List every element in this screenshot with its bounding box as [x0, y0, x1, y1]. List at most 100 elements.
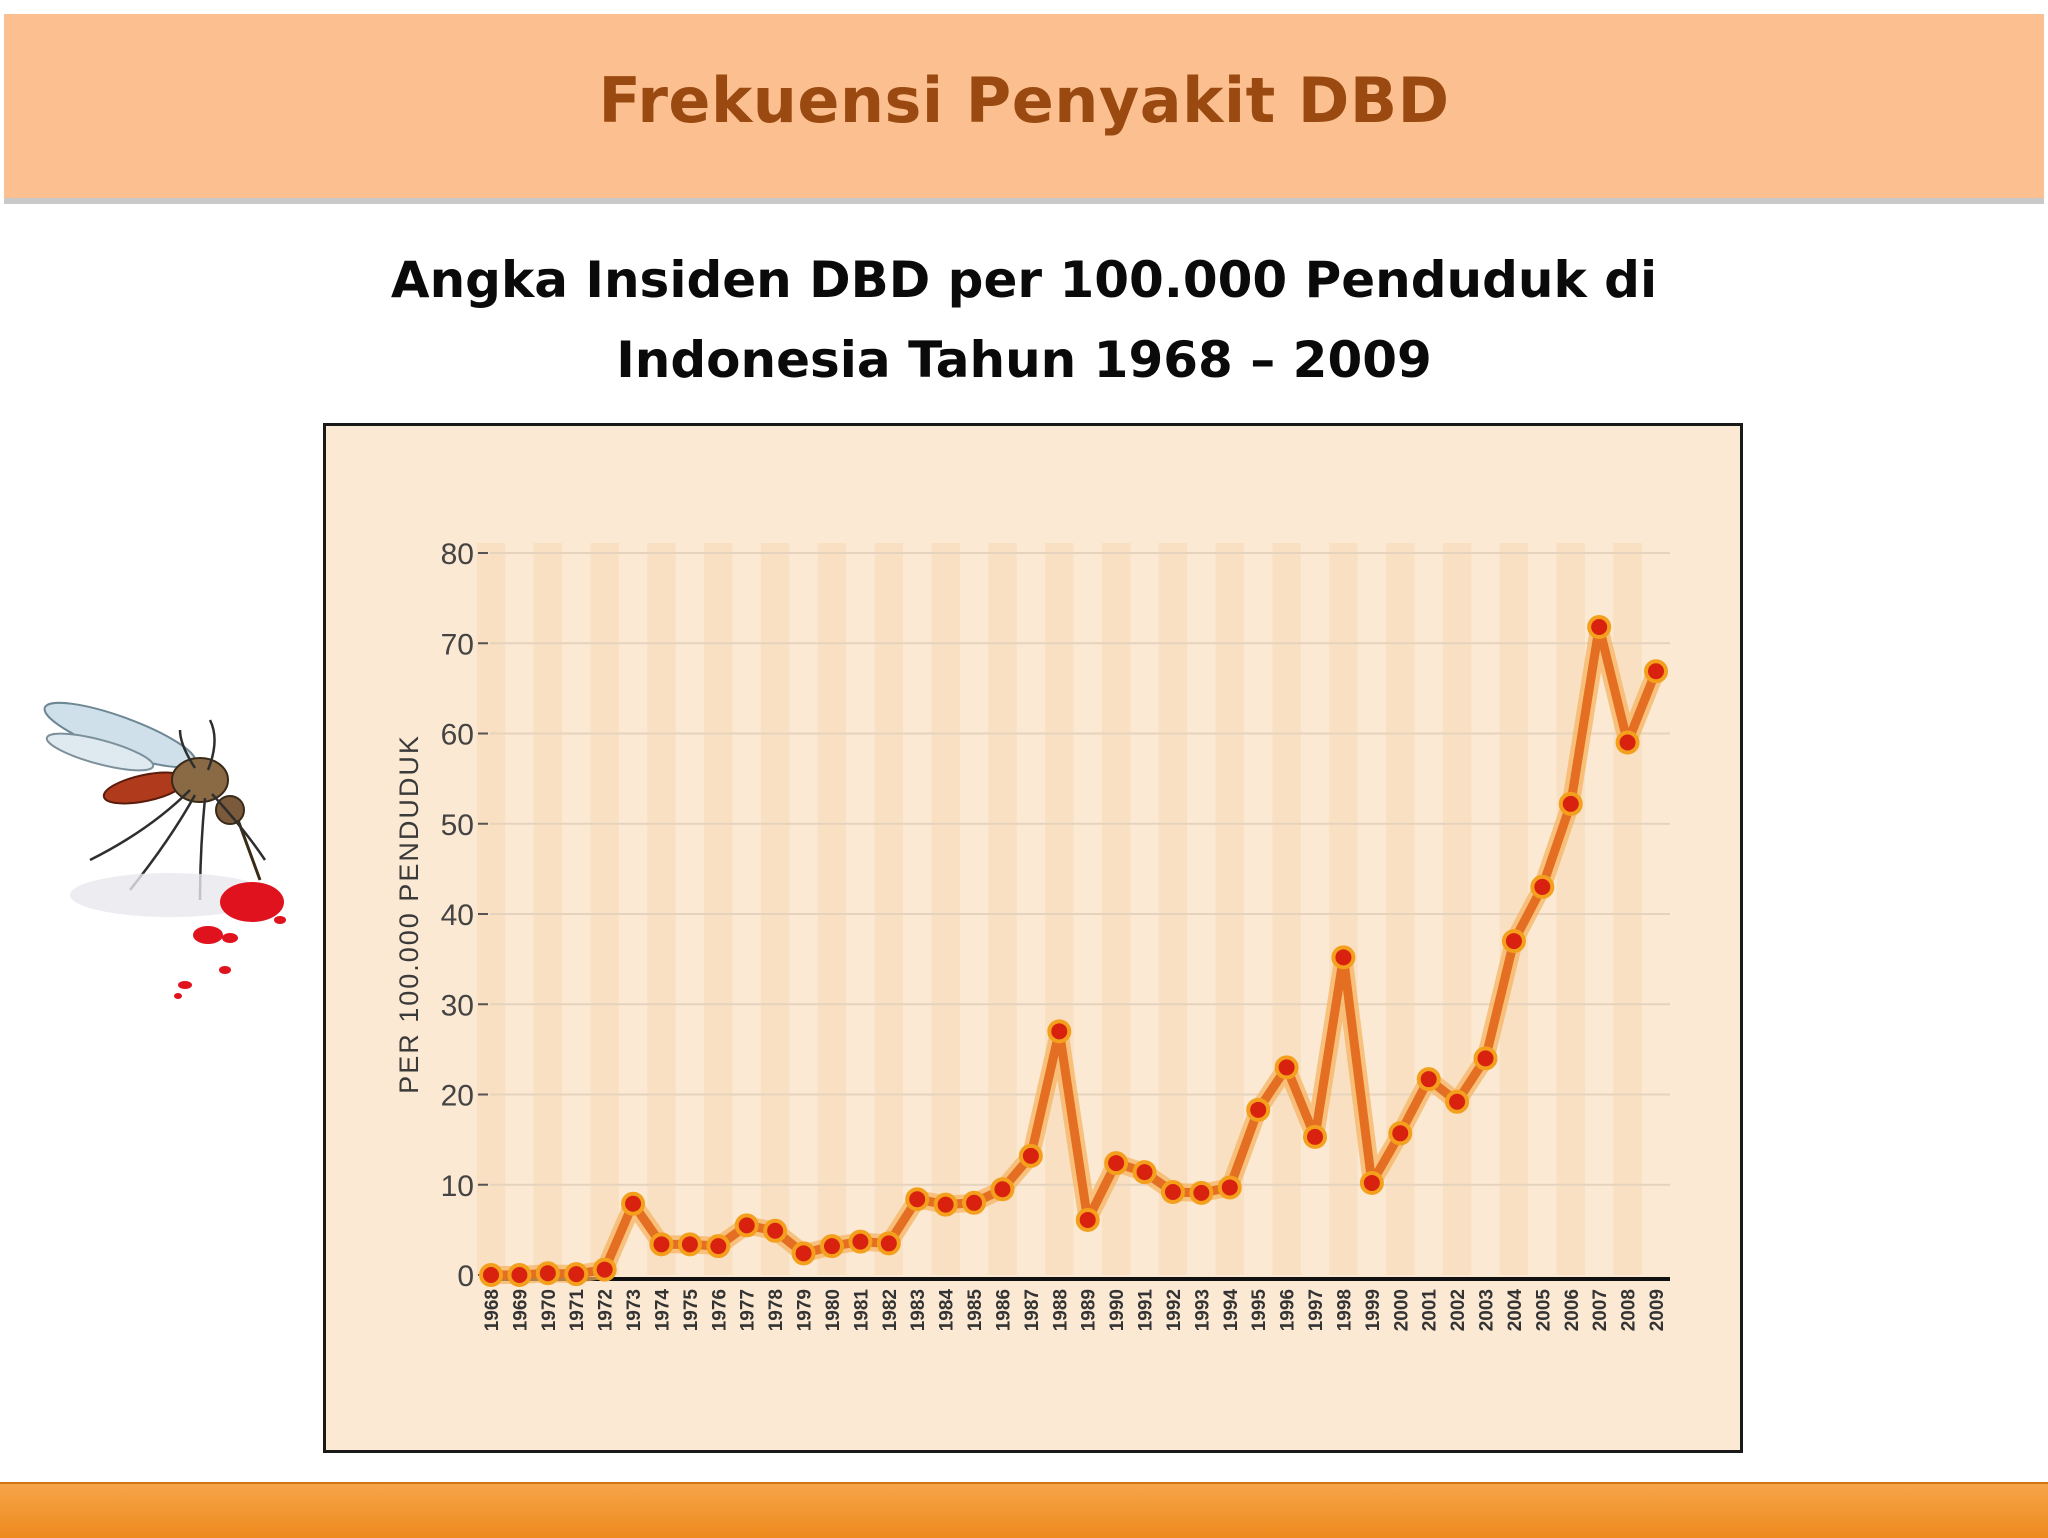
x-tick-label: 1997 [1306, 1289, 1327, 1331]
y-tick-label: 80 [441, 538, 474, 571]
data-point [1217, 1175, 1242, 1200]
data-point [1075, 1207, 1100, 1232]
x-tick-label: 1981 [851, 1289, 872, 1332]
column-stripe [1272, 543, 1301, 1275]
x-tick-label: 1987 [1022, 1289, 1043, 1331]
data-point [1018, 1143, 1043, 1168]
data-point [734, 1213, 759, 1238]
x-tick-label: 1978 [766, 1289, 787, 1331]
column-stripe [988, 543, 1017, 1275]
x-tick-label: 1993 [1192, 1289, 1213, 1331]
data-point [1615, 730, 1640, 755]
y-axis-label: PER 100.000 PENDUDUK [394, 734, 424, 1094]
data-point [1558, 791, 1583, 816]
x-tick-label: 1982 [880, 1289, 901, 1331]
x-tick-label: 1979 [795, 1289, 816, 1331]
data-point [1416, 1067, 1441, 1092]
column-stripe [1329, 543, 1358, 1275]
x-tick-label: 1973 [624, 1289, 645, 1331]
data-point [535, 1261, 560, 1286]
data-point [1388, 1121, 1413, 1146]
column-stripes [476, 543, 1642, 1275]
data-point [1530, 874, 1555, 899]
y-tick-label: 0 [457, 1260, 474, 1293]
x-tick-label: 2007 [1590, 1289, 1611, 1331]
data-point [933, 1192, 958, 1217]
data-point [1303, 1124, 1328, 1149]
data-point [848, 1229, 873, 1254]
data-point [677, 1232, 702, 1257]
chart-heading-line-1: Angka Insiden DBD per 100.000 Penduduk d… [390, 251, 1658, 309]
x-tick-label: 2005 [1533, 1289, 1554, 1332]
x-tick-label: 1975 [681, 1289, 702, 1332]
y-tick-label: 10 [441, 1170, 474, 1203]
y-tick-label: 50 [441, 809, 474, 842]
column-stripe [1442, 543, 1472, 1275]
data-point [706, 1234, 731, 1259]
data-point [1501, 929, 1526, 954]
chart-frame: 0 10 20 30 40 50 60 70 80 PER 100.000 PENDUDUK 1… [323, 423, 1743, 1453]
column-stripe [704, 543, 733, 1275]
x-tick-label: 1980 [823, 1289, 844, 1331]
data-point [1132, 1160, 1157, 1185]
data-point [564, 1262, 589, 1287]
x-tick-label: 1968 [482, 1289, 503, 1331]
x-tick-labels: 1968 1969 1970 1971 1972 1973 1974 1975 1976 1977… [482, 1289, 1668, 1332]
bottom-bar [0, 1482, 2048, 1538]
blood-drops [174, 882, 286, 999]
column-stripe [931, 543, 960, 1275]
data-point [819, 1234, 844, 1259]
x-tick-label: 1988 [1050, 1289, 1071, 1331]
column-stripe [1556, 543, 1585, 1275]
data-point [1104, 1151, 1129, 1176]
x-tick-label: 2009 [1647, 1289, 1668, 1331]
x-tick-label: 2004 [1505, 1289, 1526, 1332]
y-tick-label: 60 [441, 719, 474, 752]
x-tick-label: 1991 [1136, 1289, 1157, 1332]
data-point [1473, 1046, 1498, 1071]
data-point [1587, 615, 1612, 640]
data-point [1331, 945, 1356, 970]
x-tick-label: 1974 [652, 1289, 673, 1332]
data-point [507, 1263, 532, 1287]
x-tick-label: 1996 [1278, 1289, 1299, 1331]
column-stripe [476, 543, 506, 1275]
data-point [621, 1191, 646, 1216]
column-stripe [647, 543, 676, 1275]
x-tick-label: 1999 [1363, 1289, 1384, 1331]
chart-heading-line-2: Indonesia Tahun 1968 – 2009 [616, 331, 1432, 389]
data-point [876, 1231, 901, 1256]
x-tick-label: 1995 [1249, 1289, 1270, 1332]
column-stripe [817, 543, 847, 1275]
column-stripe [533, 543, 563, 1275]
data-point [990, 1177, 1015, 1202]
x-tick-label: 1992 [1164, 1289, 1185, 1331]
data-point [1644, 659, 1668, 684]
data-point [1246, 1097, 1271, 1122]
data-point [1047, 1019, 1072, 1044]
header-band: Frekuensi Penyakit DBD [4, 14, 2044, 198]
data-point [1359, 1170, 1384, 1195]
data-point [1189, 1180, 1214, 1205]
column-stripe [1158, 543, 1188, 1275]
data-point [962, 1190, 987, 1215]
x-tick-label: 1971 [567, 1289, 588, 1332]
chart-heading: Angka Insiden DBD per 100.000 Penduduk d… [200, 240, 1848, 400]
x-tick-label: 1984 [937, 1289, 958, 1332]
data-point [1160, 1179, 1185, 1204]
column-stripe [1613, 543, 1642, 1275]
x-tick-label: 1986 [993, 1289, 1014, 1331]
data-point [479, 1263, 503, 1287]
y-tick-label: 30 [441, 989, 474, 1022]
data-markers [479, 615, 1668, 1287]
x-tick-label: 1983 [908, 1289, 929, 1331]
x-tick-label: 1969 [510, 1289, 531, 1331]
x-tick-label: 2006 [1562, 1289, 1583, 1331]
data-point [791, 1241, 816, 1266]
x-tick-label: 1994 [1221, 1289, 1242, 1332]
x-tick-label: 2000 [1391, 1289, 1412, 1331]
y-tick-label: 20 [441, 1080, 474, 1113]
x-tick-label: 2002 [1448, 1289, 1469, 1331]
x-tick-label: 1977 [738, 1289, 759, 1331]
x-tick-label: 1970 [539, 1289, 560, 1331]
